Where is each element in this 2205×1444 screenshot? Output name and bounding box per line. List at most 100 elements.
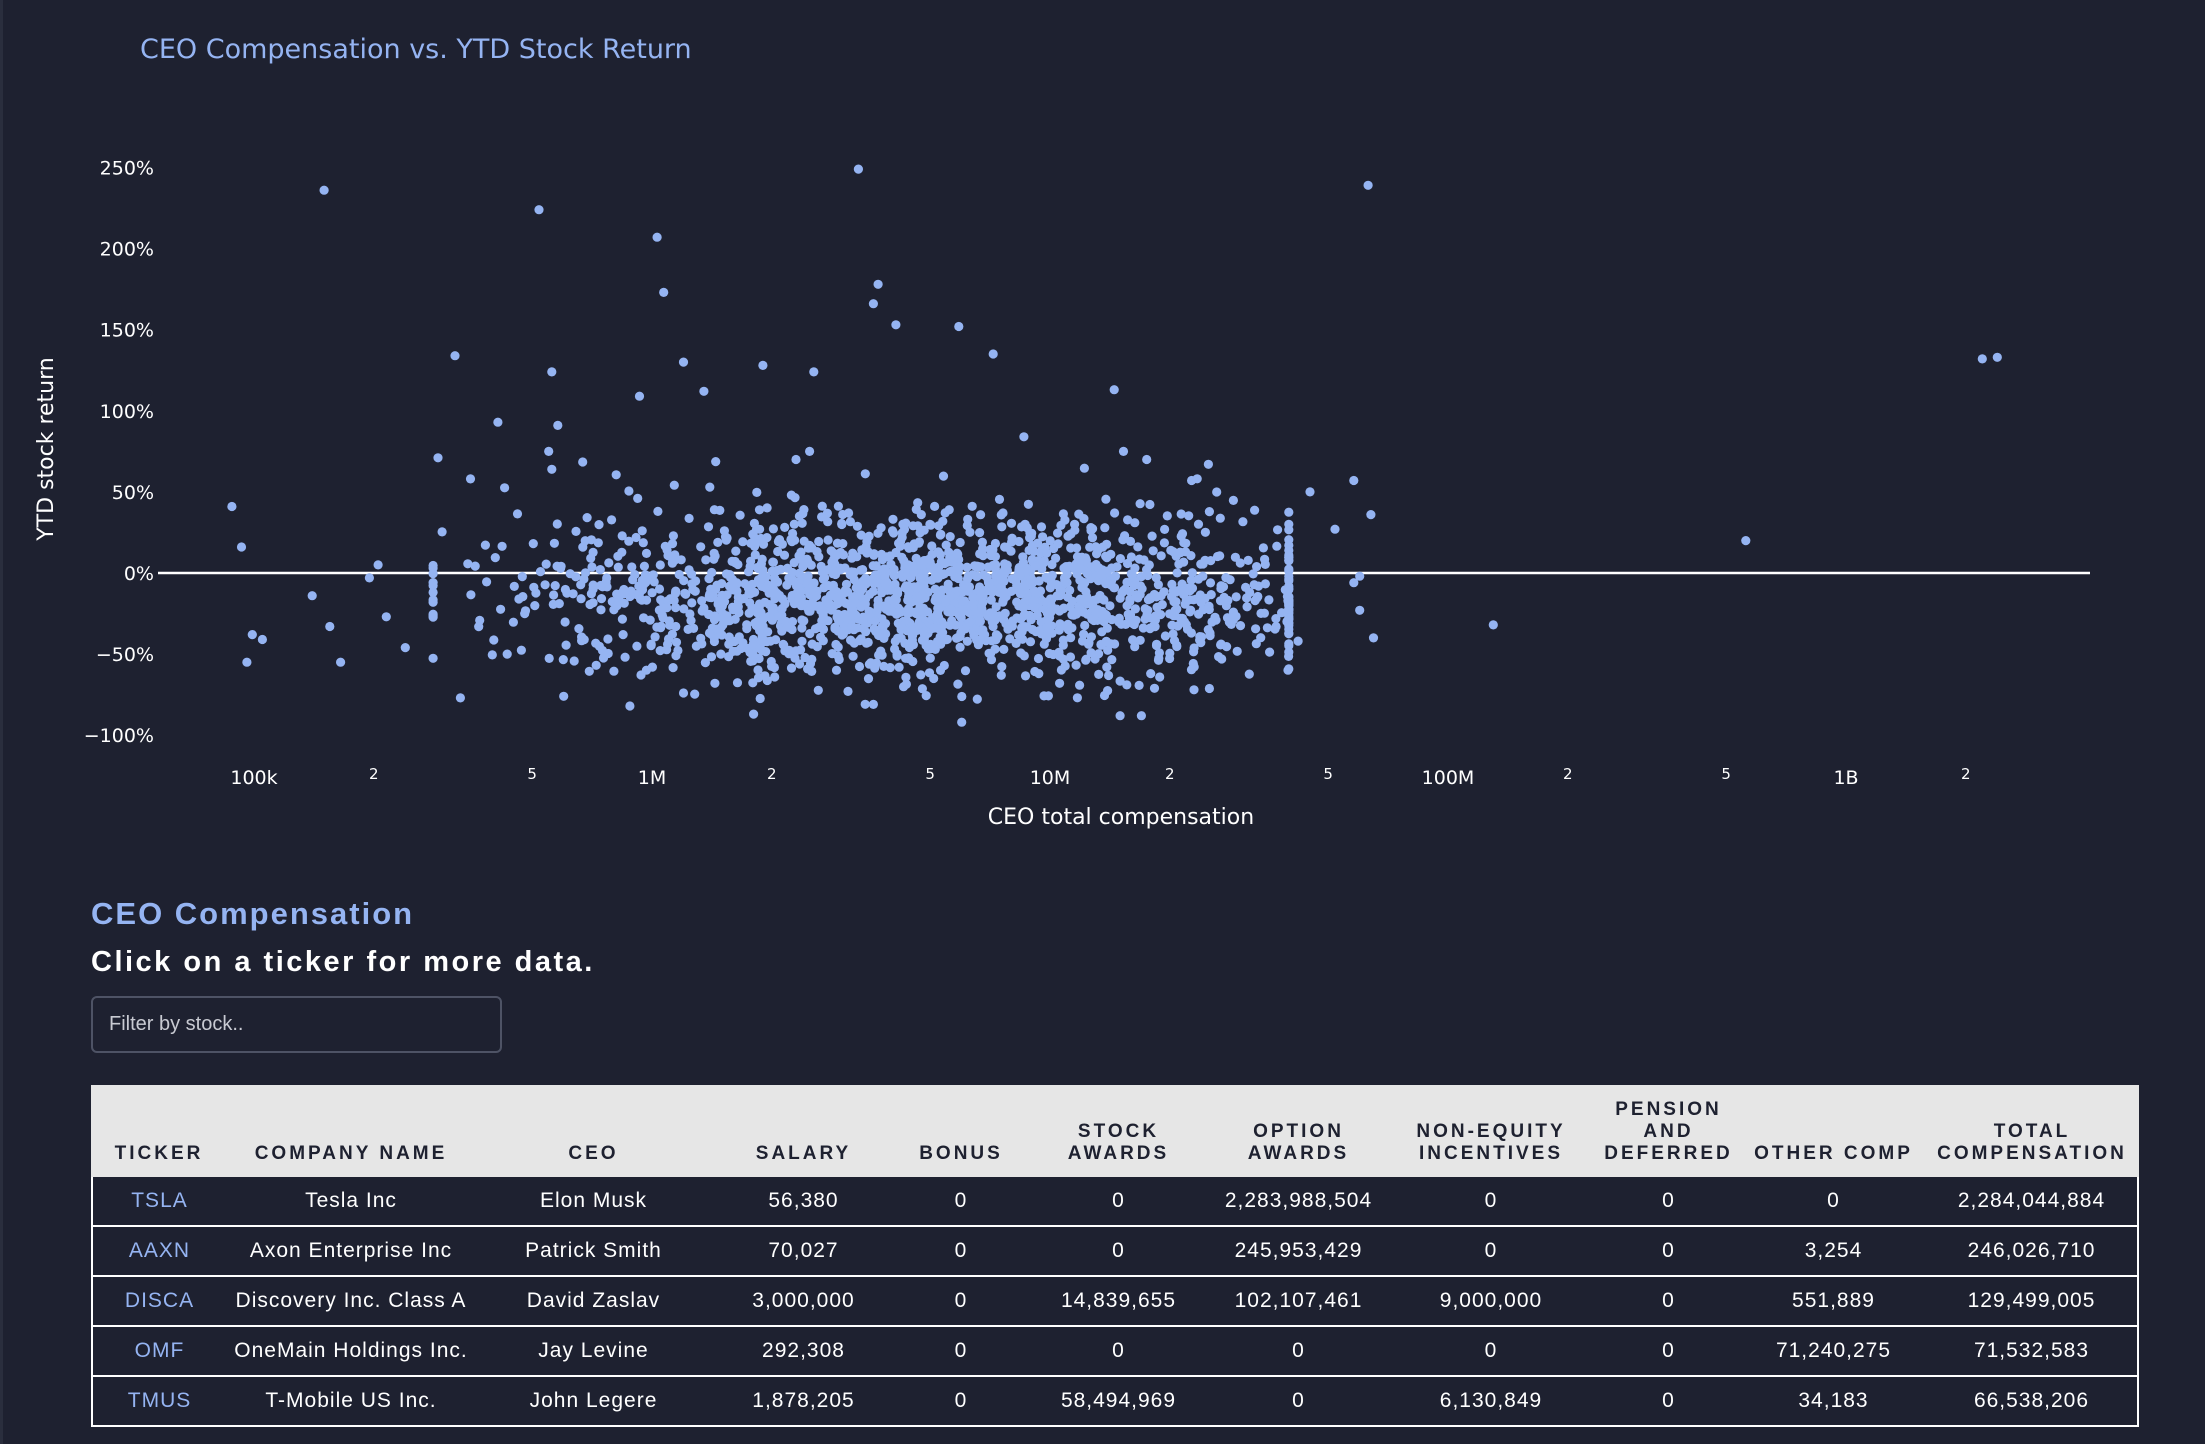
data-point[interactable] — [1072, 552, 1083, 562]
data-point[interactable] — [890, 579, 900, 589]
data-point[interactable] — [1147, 531, 1157, 541]
data-point[interactable] — [1110, 571, 1120, 581]
data-point[interactable] — [1992, 352, 2002, 362]
data-point[interactable] — [823, 565, 833, 575]
data-point[interactable] — [916, 509, 926, 520]
data-point[interactable] — [619, 598, 629, 608]
data-point[interactable] — [811, 591, 822, 601]
scatter-chart[interactable]: CEO Compensation vs. YTD Stock Return 25… — [0, 0, 2205, 860]
data-point[interactable] — [881, 602, 892, 612]
data-point[interactable] — [662, 645, 672, 655]
data-point[interactable] — [490, 553, 500, 563]
data-point[interactable] — [994, 494, 1005, 504]
data-point[interactable] — [786, 490, 797, 500]
data-point[interactable] — [1029, 603, 1040, 613]
data-point[interactable] — [1252, 562, 1262, 572]
data-point[interactable] — [975, 582, 985, 592]
data-point[interactable] — [1203, 459, 1213, 469]
data-point[interactable] — [400, 643, 410, 653]
data-point[interactable] — [1200, 527, 1210, 537]
data-point[interactable] — [1204, 683, 1214, 694]
data-point[interactable] — [1488, 620, 1498, 630]
data-point[interactable] — [1184, 511, 1194, 521]
data-point[interactable] — [1042, 622, 1052, 632]
data-point[interactable] — [812, 547, 822, 557]
data-point[interactable] — [1167, 579, 1177, 590]
data-point[interactable] — [579, 574, 589, 584]
data-point[interactable] — [990, 615, 1000, 625]
data-point[interactable] — [1045, 536, 1055, 546]
data-point[interactable] — [1079, 607, 1089, 617]
data-point[interactable] — [652, 232, 662, 242]
data-point[interactable] — [1218, 582, 1229, 592]
data-point[interactable] — [830, 624, 840, 634]
data-point[interactable] — [671, 621, 681, 632]
data-point[interactable] — [920, 593, 930, 603]
data-point[interactable] — [496, 604, 506, 614]
data-point[interactable] — [1228, 615, 1238, 625]
data-point[interactable] — [450, 351, 460, 361]
data-point[interactable] — [747, 603, 757, 613]
data-point[interactable] — [1055, 678, 1065, 688]
data-point[interactable] — [1094, 592, 1104, 602]
data-point[interactable] — [1271, 621, 1281, 632]
data-point[interactable] — [1025, 637, 1036, 647]
data-point[interactable] — [1741, 536, 1751, 546]
data-point[interactable] — [641, 548, 652, 559]
data-point[interactable] — [788, 575, 798, 585]
data-point[interactable] — [856, 530, 866, 540]
data-point[interactable] — [930, 571, 941, 581]
data-point[interactable] — [1162, 511, 1172, 521]
data-point[interactable] — [937, 570, 948, 580]
data-point[interactable] — [1156, 591, 1166, 601]
data-point[interactable] — [749, 518, 760, 529]
data-point[interactable] — [1094, 669, 1104, 680]
data-point[interactable] — [869, 550, 879, 560]
data-point[interactable] — [697, 596, 707, 606]
data-point[interactable] — [577, 636, 587, 646]
data-point[interactable] — [1133, 542, 1143, 552]
data-point[interactable] — [1101, 637, 1112, 647]
data-point[interactable] — [998, 508, 1008, 518]
data-point[interactable] — [1206, 590, 1216, 600]
data-point[interactable] — [1105, 601, 1115, 611]
data-point[interactable] — [957, 717, 967, 727]
data-point[interactable] — [779, 640, 789, 650]
data-point[interactable] — [480, 540, 490, 550]
data-point[interactable] — [888, 514, 898, 524]
data-point[interactable] — [227, 501, 237, 512]
data-point[interactable] — [938, 471, 949, 481]
data-point[interactable] — [849, 638, 859, 648]
data-point[interactable] — [823, 616, 833, 626]
data-point[interactable] — [954, 562, 964, 572]
data-point[interactable] — [856, 634, 866, 644]
data-point[interactable] — [1094, 649, 1104, 659]
data-point[interactable] — [1091, 542, 1101, 552]
data-point[interactable] — [428, 597, 438, 607]
data-point[interactable] — [755, 624, 765, 634]
data-point[interactable] — [1135, 499, 1145, 509]
data-point[interactable] — [1099, 690, 1110, 701]
data-point[interactable] — [796, 645, 806, 655]
data-point[interactable] — [838, 539, 848, 549]
data-point[interactable] — [1228, 495, 1238, 505]
data-point[interactable] — [684, 513, 694, 524]
data-point[interactable] — [732, 678, 743, 688]
data-point[interactable] — [502, 649, 512, 659]
data-point[interactable] — [1172, 640, 1182, 650]
data-point[interactable] — [508, 617, 518, 627]
data-point[interactable] — [908, 656, 918, 667]
data-point[interactable] — [730, 614, 740, 624]
data-point[interactable] — [547, 367, 557, 377]
data-point[interactable] — [1142, 565, 1152, 575]
data-point[interactable] — [489, 635, 499, 645]
data-point[interactable] — [797, 615, 807, 625]
data-point[interactable] — [762, 637, 772, 647]
data-point[interactable] — [750, 550, 760, 560]
data-point[interactable] — [559, 691, 569, 701]
data-point[interactable] — [336, 657, 346, 667]
data-point[interactable] — [716, 649, 726, 659]
data-point[interactable] — [637, 526, 647, 536]
data-point[interactable] — [517, 572, 527, 582]
data-point[interactable] — [1081, 555, 1091, 566]
